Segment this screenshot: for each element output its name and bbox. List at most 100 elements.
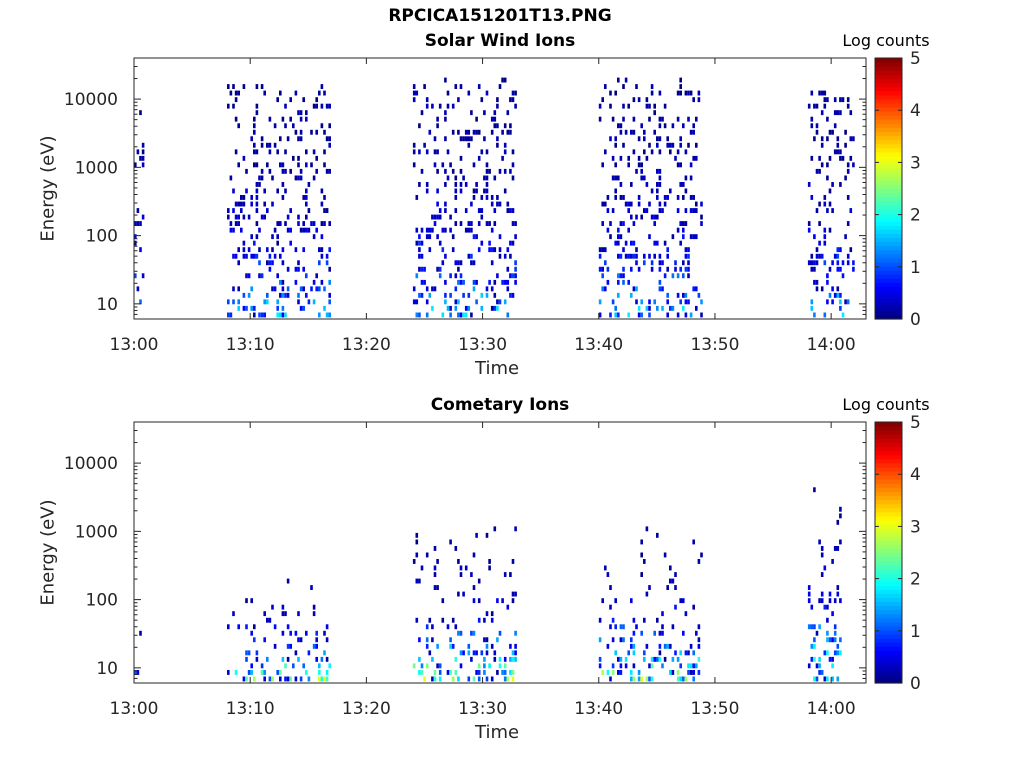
spectrogram-cell — [420, 279, 424, 285]
spectrogram-cell — [511, 90, 515, 96]
spectrogram-cell — [820, 572, 824, 577]
spectrogram-cell — [446, 103, 450, 109]
colorbar-segment — [875, 237, 902, 243]
spectrogram-cell — [299, 168, 303, 174]
spectrogram-cell — [268, 116, 272, 122]
spectrogram-cell — [511, 208, 515, 213]
spectrogram-cell — [828, 637, 832, 643]
colorbar-segment — [875, 585, 902, 590]
spectrogram-cell — [617, 279, 620, 285]
colorbar-segment — [875, 475, 902, 480]
spectrogram-cell — [810, 266, 814, 272]
spectrogram-cell — [692, 663, 695, 669]
spectrogram-cell — [648, 116, 651, 122]
spectrogram-cell — [640, 676, 643, 682]
spectrogram-cell — [436, 168, 439, 174]
spectrogram-cell — [441, 312, 445, 318]
spectrogram-cell — [648, 201, 651, 207]
spectrogram-cell — [617, 123, 620, 129]
spectrogram-cell — [472, 195, 476, 200]
spectrogram-cell — [619, 656, 623, 662]
spectrogram-cell — [323, 286, 326, 292]
spectrogram-cell — [807, 260, 811, 266]
spectrogram-cell — [503, 279, 507, 285]
spectrogram-cell — [498, 201, 502, 207]
spectrogram-cell — [464, 182, 468, 187]
spectrogram-cell — [299, 286, 303, 292]
spectrogram-cell — [679, 162, 682, 168]
spectrogram-cell — [666, 253, 669, 259]
spectrogram-cell — [663, 273, 667, 279]
spectrogram-cell — [263, 312, 266, 318]
spectrogram-cell — [810, 260, 814, 266]
spectrogram-cell — [446, 149, 450, 155]
spectrogram-cell — [511, 273, 515, 279]
colorbar-segment — [875, 143, 902, 149]
colorbar-tick-label: 4 — [910, 465, 921, 485]
spectrogram-cell — [315, 656, 318, 662]
colorbar-segment — [875, 434, 902, 439]
spectrogram-cell — [271, 201, 274, 207]
colorbar-segment — [875, 568, 902, 574]
spectrogram-cell — [255, 149, 259, 155]
spectrogram-cell — [598, 656, 602, 662]
spectrogram-cell — [818, 656, 821, 662]
spectrogram-cell — [415, 539, 419, 545]
spectrogram-cell — [807, 598, 811, 604]
spectrogram-cell — [454, 84, 458, 89]
spectrogram-cell — [271, 234, 274, 240]
spectrogram-cell — [658, 149, 662, 155]
spectrogram-cell — [253, 624, 256, 630]
spectrogram-cell — [279, 279, 282, 285]
spectrogram-cell — [297, 656, 300, 662]
spectrogram-cell — [415, 90, 419, 96]
colorbar-segment — [875, 176, 902, 181]
spectrogram-cell — [323, 90, 326, 96]
spectrogram-cell — [454, 670, 458, 675]
spectrogram-cell — [826, 676, 829, 682]
spectrogram-cell — [240, 201, 243, 207]
spectrogram-cell — [653, 129, 656, 135]
spectrogram-cell — [676, 208, 680, 213]
colorbar-segment — [875, 70, 902, 75]
spectrogram-cell — [614, 650, 617, 656]
spectrogram-cell — [449, 214, 452, 220]
spectrogram-cell — [695, 234, 698, 240]
spectrogram-cell — [815, 279, 819, 285]
spectrogram-cell — [488, 240, 491, 246]
spectrogram-cell — [485, 643, 489, 649]
spectrogram-cell — [635, 260, 638, 266]
spectrogram-cell — [227, 208, 230, 213]
spectrogram-cell — [509, 643, 512, 649]
spectrogram-cell — [268, 260, 272, 266]
spectrogram-cell — [472, 188, 476, 194]
spectrogram-cell — [682, 234, 685, 240]
spectrogram-cell — [614, 136, 617, 142]
spectrogram-cell — [227, 214, 230, 220]
spectrogram-cell — [289, 208, 292, 213]
panel-title-solar-wind: Solar Wind Ions — [424, 31, 576, 51]
spectrogram-cell — [467, 643, 471, 649]
spectrogram-cell — [598, 663, 602, 669]
spectrogram-cell — [493, 247, 497, 253]
spectrogram-cell — [454, 299, 458, 305]
spectrogram-cell — [609, 221, 612, 226]
spectrogram-cell — [247, 273, 251, 279]
spectrogram-cell — [232, 611, 235, 617]
spectrogram-cell — [315, 643, 318, 649]
spectrogram-cell — [606, 195, 610, 200]
spectrogram-cell — [444, 201, 447, 207]
spectrogram-cell — [227, 103, 230, 109]
spectrogram-cell — [420, 292, 424, 298]
spectrogram-cell — [289, 630, 292, 636]
spectrogram-cell — [227, 84, 230, 89]
colorbar-segment — [875, 556, 902, 562]
spectrogram-cell — [506, 286, 510, 292]
spectrogram-cell — [514, 630, 517, 636]
spectrogram-cell — [674, 650, 677, 656]
x-tick-label: 13:10 — [226, 335, 275, 355]
spectrogram-cell — [839, 182, 842, 187]
colorbar-segment — [875, 82, 902, 88]
spectrogram-cell — [240, 208, 243, 213]
spectrogram-cell — [687, 260, 690, 266]
